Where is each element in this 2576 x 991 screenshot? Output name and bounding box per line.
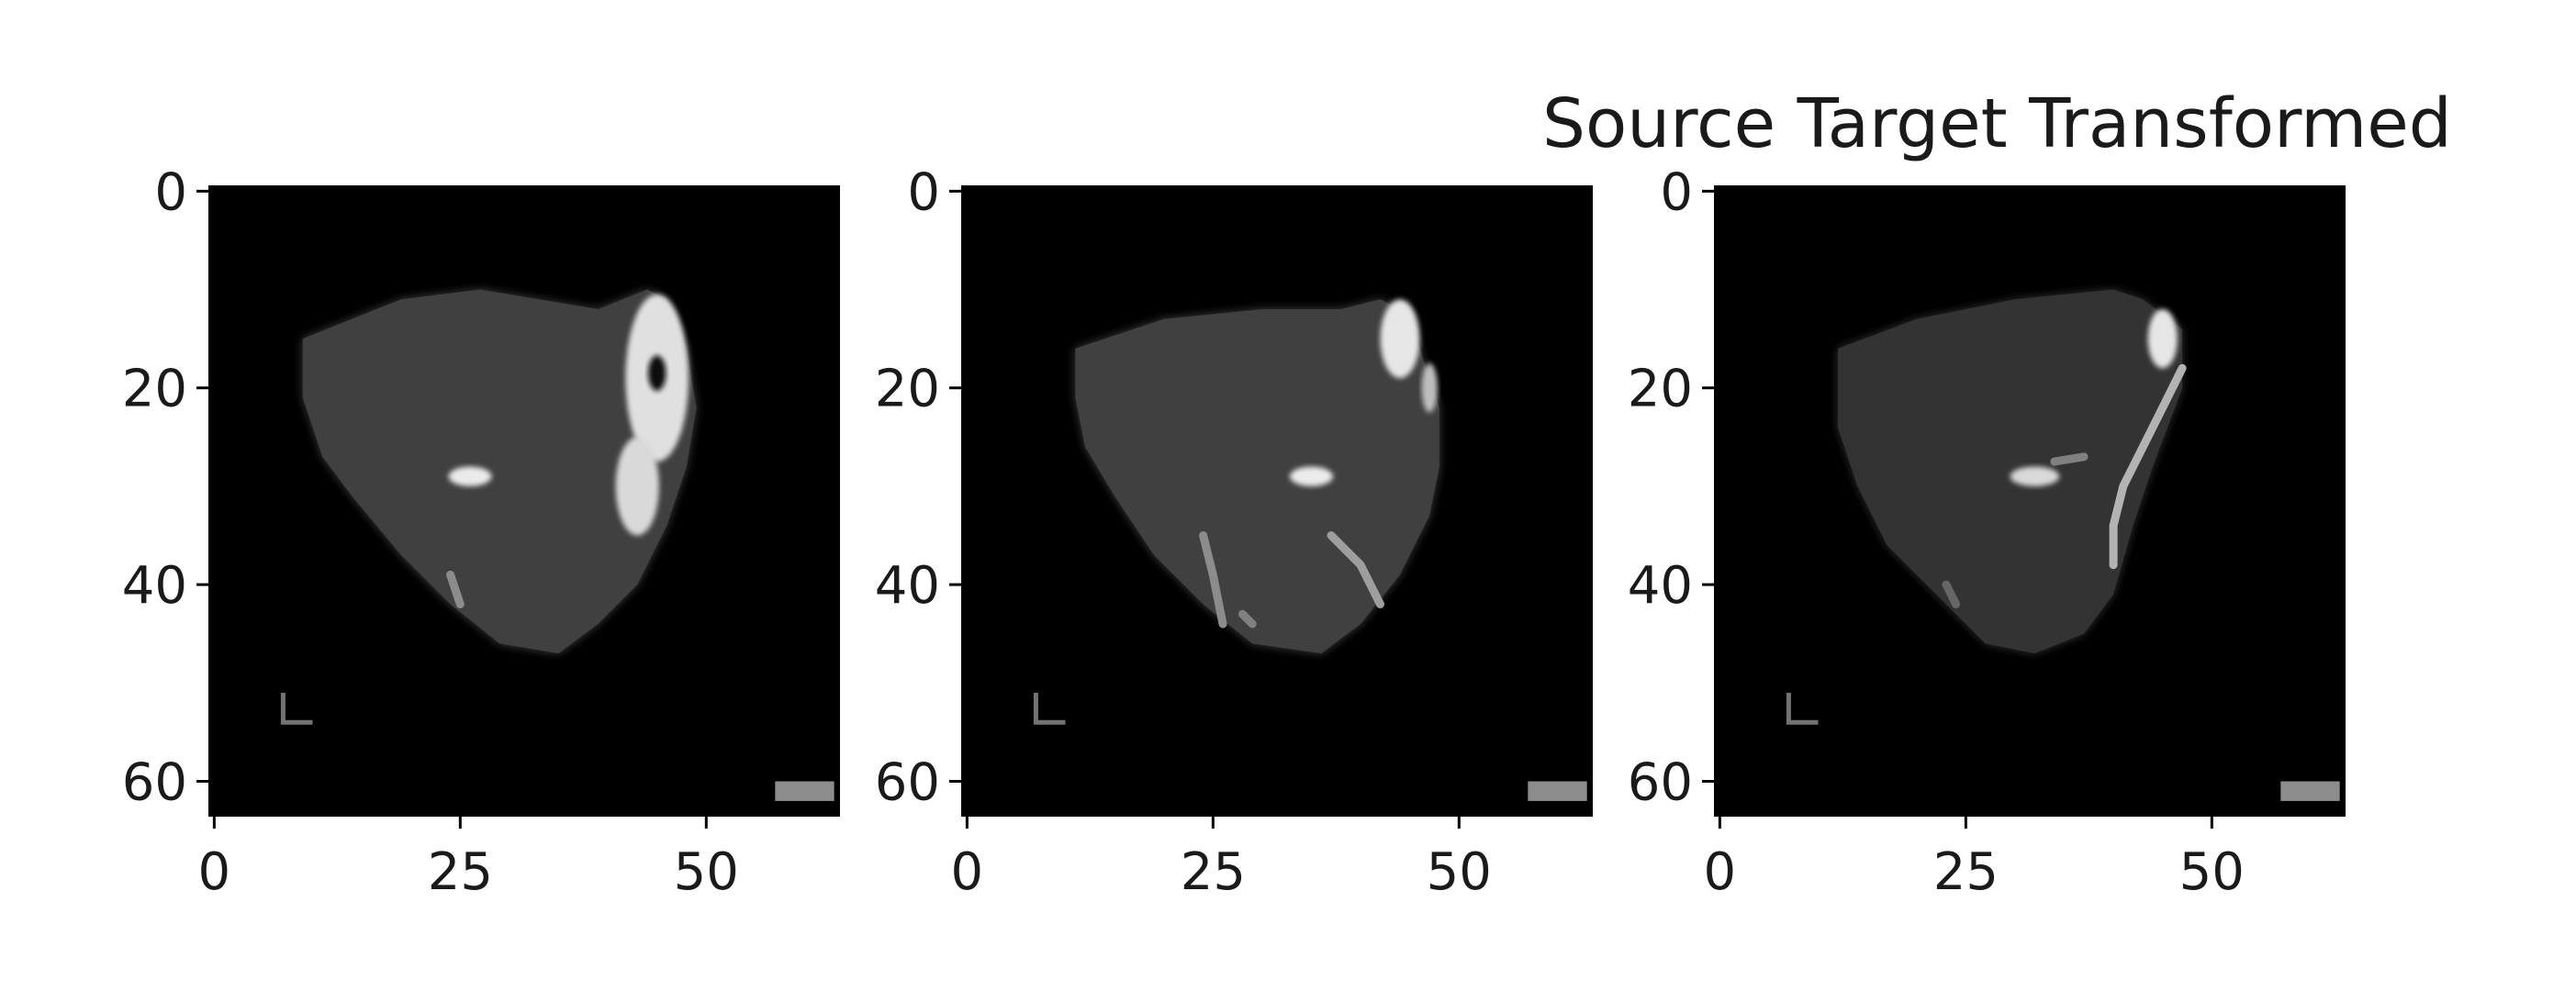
figure-title: Source Target Transformed [1542, 84, 2452, 163]
panel-2-highlight-5 [1199, 531, 1227, 629]
panel-3-bottom-mark-1 [1786, 693, 1819, 725]
panel-2-highlight-1 [1380, 299, 1420, 379]
panel-1-ytick-label-60: 60 [122, 752, 187, 812]
panel-2-xtick-label-50: 50 [1427, 842, 1492, 902]
panel-2-highlight-6 [1238, 609, 1257, 629]
panel-3-organ-core [1838, 289, 2183, 654]
panel-3-highlight-3 [2010, 466, 2060, 486]
panel-1-bottom-mark-1 [280, 693, 313, 725]
panel-1-ytick-label-0: 0 [154, 162, 187, 222]
panel-3-highlight-4 [2050, 452, 2089, 466]
panel-1-xtick-label-50: 50 [674, 842, 739, 902]
panel-3-ytick-label-0: 0 [1660, 162, 1693, 222]
panel-1-image [280, 289, 834, 801]
panel-1-xtick-label-0: 0 [198, 842, 231, 902]
panel-2-bottom-mark-1 [1033, 693, 1066, 725]
panel-2-highlight-2 [1421, 362, 1438, 413]
panel-1-frame [208, 185, 840, 817]
panel-1-ytick-label-40: 40 [122, 556, 187, 616]
panel-3-ytick-label-20: 20 [1628, 360, 1693, 419]
panel-3-ytick-label-60: 60 [1628, 752, 1693, 812]
panel-2-ytick-label-60: 60 [875, 752, 940, 812]
panel-2-xtick-label-0: 0 [951, 842, 984, 902]
panel-1-highlight-5 [446, 570, 465, 608]
panel-3-image [1786, 289, 2340, 801]
panel-1-highlight-2 [615, 437, 659, 536]
panel-1-xtick-label-25: 25 [428, 842, 493, 902]
panel-1-highlight-4 [648, 355, 666, 391]
panel-2-ytick-label-0: 0 [907, 162, 940, 222]
panel-3-ytick-label-40: 40 [1628, 556, 1693, 616]
panel-2-xtick-label-25: 25 [1181, 842, 1246, 902]
panel-3-xtick-label-25: 25 [1933, 842, 1999, 902]
panel-1-organ-core [302, 289, 697, 654]
panel-2-ytick-label-40: 40 [875, 556, 940, 616]
panel-1-bottom-mark-2 [775, 781, 834, 801]
panel-3-bottom-mark-2 [2280, 781, 2340, 801]
panel-3-xtick-label-0: 0 [1704, 842, 1737, 902]
panel-2-image [1033, 299, 1587, 801]
panel-3-xtick-label-50: 50 [2179, 842, 2245, 902]
panel-3-highlight-2 [2109, 363, 2187, 570]
panel-2-highlight-4 [1327, 531, 1384, 608]
panel-3-highlight-5 [1942, 580, 1961, 608]
panel-2-organ-core [1075, 299, 1439, 654]
panel-3-frame [1714, 185, 2346, 817]
panel-1-highlight-3 [448, 466, 492, 486]
panel-2-bottom-mark-2 [1528, 781, 1587, 801]
panel-2-frame [961, 185, 1593, 817]
panel-3-highlight-1 [2147, 308, 2178, 369]
panel-2-ytick-label-20: 20 [875, 360, 940, 419]
panel-2-highlight-3 [1289, 466, 1334, 486]
panel-1-ytick-label-20: 20 [122, 360, 187, 419]
